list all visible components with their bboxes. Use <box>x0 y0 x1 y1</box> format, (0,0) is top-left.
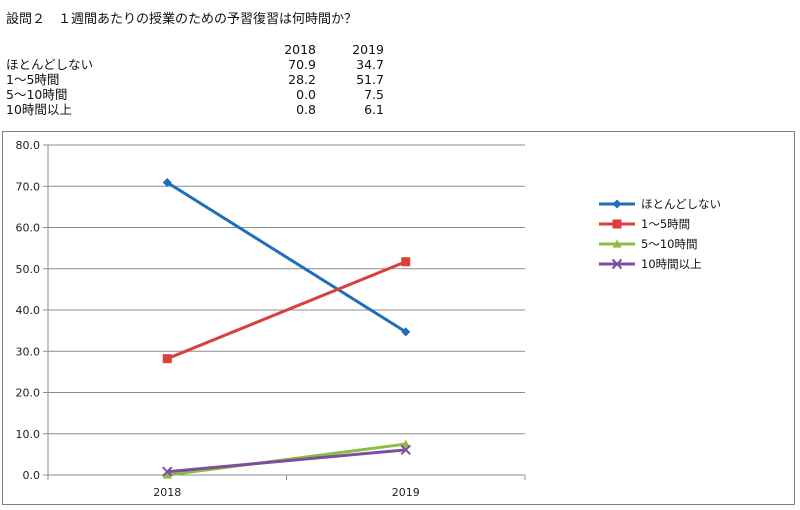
table-row: ほとんどしない 70.9 34.7 <box>6 57 406 72</box>
row-label: 5～10時間 <box>6 87 68 102</box>
legend-label: 10時間以上 <box>641 257 702 271</box>
data-point-marker <box>401 439 411 448</box>
y-tick-label: 0.0 <box>23 469 41 482</box>
legend-marker <box>611 258 623 270</box>
data-point-marker <box>162 470 172 479</box>
data-point-marker <box>162 466 173 477</box>
y-tick-label: 10.0 <box>16 428 41 441</box>
legend-label: ほとんどしない <box>641 197 721 211</box>
chart-frame: 0.0 10.0 20.0 30.0 40.0 50.0 60.0 70.0 80.0 2018 2… <box>2 131 795 505</box>
row-label: 10時間以上 <box>6 102 72 117</box>
x-tick-label: 2018 <box>153 486 181 499</box>
legend-label: 1～5時間 <box>641 217 690 231</box>
row-label: ほとんどしない <box>6 57 94 72</box>
row-label: 1～5時間 <box>6 72 60 87</box>
legend-label: 5～10時間 <box>641 237 697 251</box>
data-point-marker <box>162 178 172 188</box>
data-point-marker <box>162 354 172 364</box>
legend-marker <box>612 219 622 229</box>
series-line-2 <box>165 260 408 361</box>
cell-2018: 0.8 <box>296 102 316 117</box>
data-point-marker <box>401 327 411 337</box>
table-row: 1～5時間 28.2 51.7 <box>6 72 406 87</box>
data-point-marker <box>401 257 411 267</box>
cell-2019: 6.1 <box>364 102 384 117</box>
series-line-1 <box>165 181 408 334</box>
cell-2018: 28.2 <box>288 72 316 87</box>
data-point-marker <box>400 444 411 456</box>
y-tick-label: 20.0 <box>16 387 41 400</box>
y-tick-label: 50.0 <box>16 263 41 276</box>
cell-2019: 34.7 <box>356 57 384 72</box>
cell-2019: 7.5 <box>364 87 384 102</box>
table-header-2018: 2018 <box>284 42 316 57</box>
series-line-4 <box>165 448 408 474</box>
line-chart: 0.0 10.0 20.0 30.0 40.0 50.0 60.0 70.0 80.0 2018 2… <box>16 139 722 499</box>
legend-marker <box>612 239 622 248</box>
cell-2018: 70.9 <box>288 57 316 72</box>
y-tick-label: 30.0 <box>16 345 41 358</box>
y-tick-label: 80.0 <box>16 139 41 152</box>
y-tick-label: 40.0 <box>16 304 41 317</box>
y-tick-label: 60.0 <box>16 222 41 235</box>
cell-2019: 51.7 <box>356 72 384 87</box>
cell-2018: 0.0 <box>296 87 316 102</box>
legend-marker <box>612 199 622 209</box>
table-row: 10時間以上 0.8 6.1 <box>6 102 406 117</box>
table-row: 5～10時間 0.0 7.5 <box>6 87 406 102</box>
table-header-2019: 2019 <box>352 42 384 57</box>
data-table: 2018 2019 ほとんどしない 70.9 34.7 1～5時間 28.2 5… <box>6 42 406 117</box>
table-header-row: 2018 2019 <box>6 42 406 57</box>
question-title: 設問２ １週間あたりの授業のための予習復習は何時間か？ <box>6 12 358 27</box>
y-tick-label: 70.0 <box>16 180 41 193</box>
x-tick-label: 2019 <box>392 486 420 499</box>
